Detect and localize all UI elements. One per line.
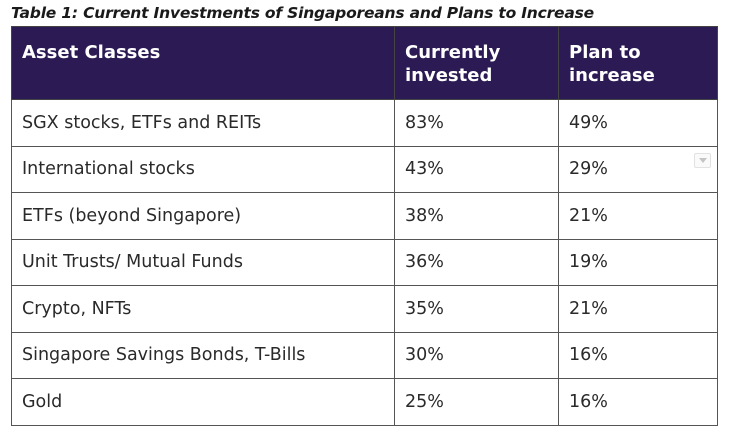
currently-invested-cell: 30% [394,331,559,379]
header-currently-invested: Currently invested [394,26,559,100]
plan-to-increase-cell: 19% [558,238,718,286]
asset-class-cell: Crypto, NFTs [11,285,395,333]
asset-class-cell: SGX stocks, ETFs and REITs [11,99,395,147]
asset-class-cell: Gold [11,378,395,426]
asset-class-cell: Unit Trusts/ Mutual Funds [11,238,395,286]
table-caption: Table 1: Current Investments of Singapor… [11,4,594,22]
chevron-down-icon[interactable] [694,153,711,168]
asset-class-cell: ETFs (beyond Singapore) [11,192,395,240]
table-row: Unit Trusts/ Mutual Funds 36% 19% [11,238,718,286]
asset-class-cell: International stocks [11,145,395,193]
asset-class-cell: Singapore Savings Bonds, T-Bills [11,331,395,379]
plan-to-increase-cell: 16% [558,331,718,379]
header-row: Asset Classes Currently invested Plan to… [11,26,718,100]
plan-to-increase-cell: 21% [558,285,718,333]
header-plan-to-increase: Plan to increase [558,26,718,100]
table-header: Asset Classes Currently invested Plan to… [11,26,718,100]
header-asset-classes: Asset Classes [11,26,395,100]
plan-to-increase-cell: 21% [558,192,718,240]
currently-invested-cell: 25% [394,378,559,426]
table-row: ETFs (beyond Singapore) 38% 21% [11,192,718,240]
investments-table: Asset Classes Currently invested Plan to… [11,26,718,426]
currently-invested-cell: 83% [394,99,559,147]
plan-to-increase-cell: 16% [558,378,718,426]
table-body: SGX stocks, ETFs and REITs 83% 49% Inter… [11,99,718,426]
table-row: International stocks 43% 29% [11,145,718,193]
table-row: Gold 25% 16% [11,378,718,426]
plan-to-increase-cell: 29% [558,145,718,193]
currently-invested-cell: 35% [394,285,559,333]
plan-to-increase-cell: 49% [558,99,718,147]
currently-invested-cell: 43% [394,145,559,193]
table-row: SGX stocks, ETFs and REITs 83% 49% [11,99,718,147]
table-row: Singapore Savings Bonds, T-Bills 30% 16% [11,331,718,379]
table-row: Crypto, NFTs 35% 21% [11,285,718,333]
currently-invested-cell: 38% [394,192,559,240]
currently-invested-cell: 36% [394,238,559,286]
